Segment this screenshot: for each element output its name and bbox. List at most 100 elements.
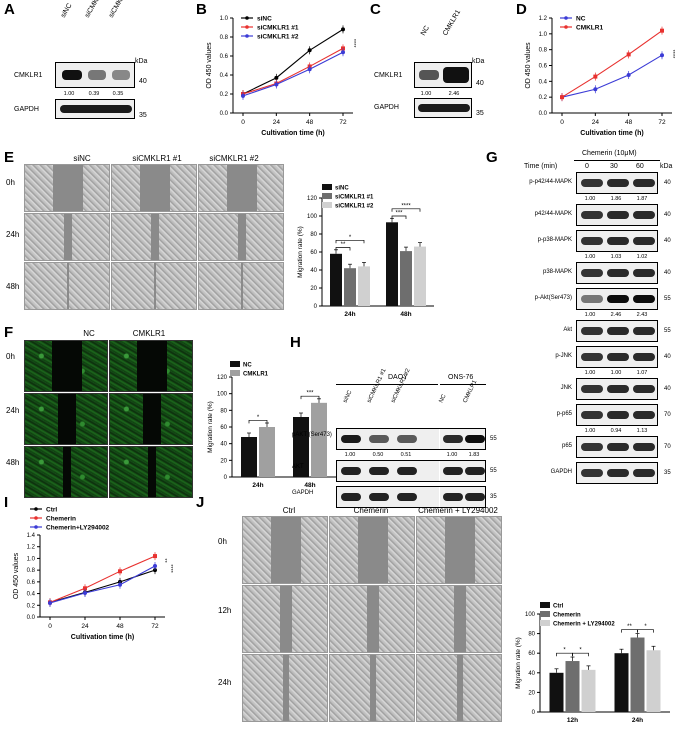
quant-value: 0.94 — [610, 428, 622, 434]
x-tick-label: 24h — [344, 311, 355, 318]
data-point — [83, 586, 87, 591]
scratch-gap — [280, 586, 292, 652]
scratch-gap — [53, 165, 83, 211]
data-point — [660, 53, 664, 58]
x-tick-label: 48 — [306, 119, 314, 126]
kda-marker: 35 — [664, 470, 671, 476]
bar — [386, 222, 398, 306]
lane-label: siCMKLR1 #1 — [84, 0, 112, 19]
significance-stars: * — [563, 648, 566, 654]
data-point — [153, 568, 157, 573]
x-tick-label: 24h — [252, 482, 263, 489]
significance-stars: * — [257, 415, 260, 421]
legend-label: NC — [576, 16, 586, 23]
x-tick-label: 72 — [339, 119, 347, 126]
kda-marker: 40 — [476, 80, 484, 87]
y-axis-label: OD 450 values — [13, 552, 20, 599]
kda-marker: 35 — [490, 494, 497, 500]
y-tick-label: 60 — [528, 651, 535, 657]
y-tick-label: 120 — [217, 375, 228, 381]
y-tick-label: 0.8 — [539, 48, 548, 54]
significance-bracket — [335, 239, 365, 244]
series-line — [242, 51, 344, 97]
row-label: p-p38-MAPK — [537, 237, 572, 243]
blot-image — [576, 378, 658, 400]
kda-marker: 70 — [664, 444, 671, 450]
y-tick-label: 0.6 — [220, 54, 229, 60]
y-tick-label: 40 — [310, 268, 317, 274]
significance-stars: *** — [395, 211, 403, 217]
time-value: 60 — [636, 163, 644, 170]
scratch-gap — [367, 586, 379, 652]
quant-value: 1.00 — [584, 428, 596, 434]
row-label: GAPDH — [550, 469, 572, 475]
row-label: p-p65 — [556, 411, 572, 417]
bar — [581, 669, 596, 712]
kda-marker: 40 — [664, 354, 671, 360]
quant-value: 1.02 — [636, 254, 648, 260]
legend-marker — [564, 16, 568, 20]
row-label: 24h — [6, 230, 20, 239]
micrograph — [329, 654, 415, 722]
y-axis-label: Migration rate (%) — [297, 226, 304, 278]
legend-marker — [564, 25, 568, 29]
data-point — [593, 87, 598, 92]
panel-label-f: F — [4, 324, 14, 341]
quant-value: 1.00 — [584, 254, 596, 260]
quant-value: 1.00 — [584, 312, 596, 318]
series-line — [242, 28, 344, 95]
y-tick-label: 60 — [220, 425, 227, 431]
x-tick-label: 48h — [400, 311, 411, 318]
data-point — [626, 52, 631, 57]
scratch-gap — [271, 517, 301, 583]
y-tick-label: 0 — [314, 304, 318, 310]
kda-marker: 40 — [664, 386, 671, 392]
scratch-gap — [238, 214, 246, 260]
legend-label: CMKLR1 — [576, 25, 603, 32]
group-label: DAOY — [388, 374, 408, 381]
blot-image — [576, 404, 658, 426]
significance-stars: * — [579, 648, 582, 654]
quant-value: 1.07 — [636, 370, 648, 376]
bar-chart-j: 0 20 40 60 80 100 Migration rate (%) 12h 24h Ctrl… — [515, 602, 670, 724]
y-tick-label: 20 — [220, 458, 227, 464]
micrograph — [109, 340, 193, 392]
data-point — [83, 590, 87, 595]
panel-label-j: J — [196, 494, 205, 511]
micrograph — [24, 393, 108, 445]
scratch-gap — [140, 165, 170, 211]
kda-marker: 40 — [139, 78, 147, 85]
bar — [241, 437, 257, 477]
quant-value: 1.00 — [610, 370, 622, 376]
blot-image — [576, 436, 658, 458]
y-tick-label: 0.8 — [27, 568, 36, 574]
micrograph — [242, 516, 328, 584]
blot-image — [576, 172, 658, 194]
legend-label: NC — [243, 363, 252, 369]
legend-label: Ctrl — [46, 507, 57, 514]
data-point — [274, 75, 279, 80]
bar — [293, 417, 309, 477]
blot-image — [55, 62, 135, 88]
y-tick-label: 1.4 — [27, 533, 36, 539]
legend-label: siCMKLR1 #1 — [335, 195, 374, 201]
legend-label: Chemerin + LY294002 — [553, 622, 615, 628]
blot-image — [336, 486, 486, 508]
lane-label: siNC — [59, 2, 74, 19]
quant-value: 2.46 — [448, 91, 460, 97]
micrograph — [24, 446, 108, 498]
significance-bracket — [391, 208, 421, 212]
lane-label: siCMKLR1 #2 — [108, 0, 136, 19]
bar-chart-e: 0 20 40 60 80 100 120 Migration rate (%) 24h 48h s… — [297, 184, 434, 318]
legend-marker — [245, 16, 249, 20]
micrograph — [416, 516, 502, 584]
y-tick-label: 0.0 — [220, 111, 229, 117]
x-tick-label: 48h — [304, 482, 315, 489]
row-label: p-JNK — [555, 353, 572, 359]
legend-swatch — [322, 193, 332, 199]
column-label: siCMKLR1 #1 — [132, 154, 182, 163]
quant-value: 0.51 — [400, 452, 412, 458]
quant-value: 1.87 — [636, 196, 648, 202]
scratch-gap — [64, 214, 72, 260]
y-axis-label: OD 450 values — [206, 42, 213, 89]
